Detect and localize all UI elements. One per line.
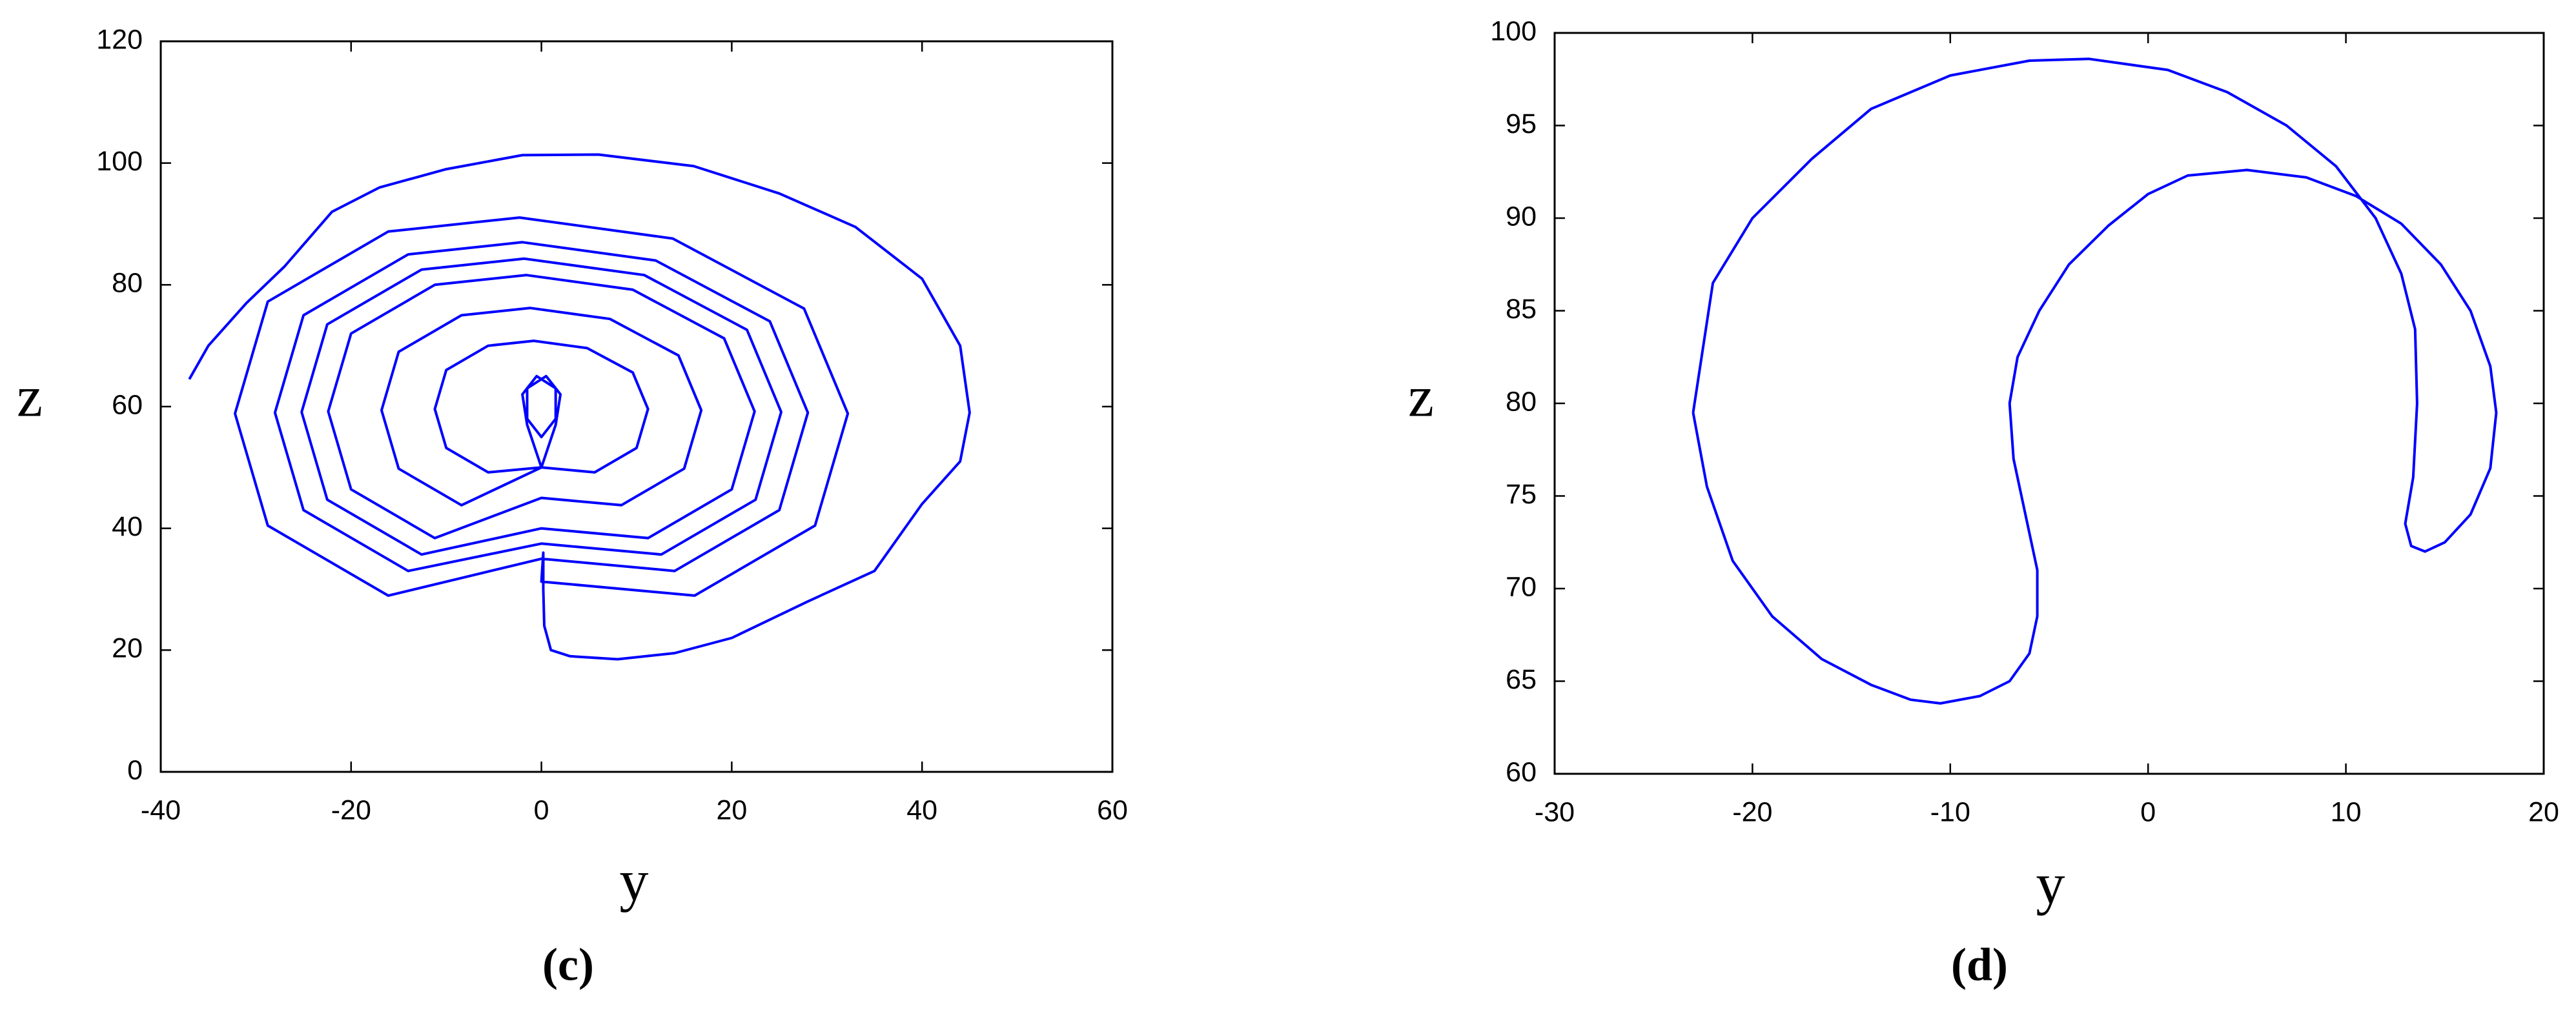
y-tick-label: 75	[1506, 479, 1537, 510]
y-tick-label: 65	[1506, 664, 1537, 695]
x-tick-label: -40	[141, 794, 181, 825]
x-tick-label: -20	[331, 794, 371, 825]
x-tick-label: 10	[2331, 796, 2362, 827]
trajectory	[1692, 57, 2498, 705]
x-tick-label: 0	[2140, 796, 2156, 827]
y-tick-label: 20	[112, 633, 143, 664]
x-axis-label: y	[620, 849, 649, 913]
y-tick-label: 85	[1506, 294, 1537, 325]
y-tick-label: 80	[112, 268, 143, 299]
axes-frame	[159, 40, 1114, 773]
x-tick-label: 20	[716, 794, 747, 825]
x-tick-label: 20	[2528, 796, 2559, 827]
y-axis-label: z	[1408, 365, 1434, 429]
x-tick-label: -20	[1732, 796, 1772, 827]
y-axis-label: z	[17, 365, 43, 429]
y-tick-label: 100	[96, 146, 143, 177]
y-tick-label: 120	[96, 24, 143, 55]
axes-frame	[1553, 32, 2545, 775]
x-tick-label: 40	[906, 794, 937, 825]
y-tick-label: 90	[1506, 201, 1537, 232]
x-tick-label: -30	[1535, 796, 1575, 827]
y-tick-label: 100	[1490, 15, 1537, 46]
y-tick-label: 60	[112, 389, 143, 420]
x-tick-label: -10	[1930, 796, 1970, 827]
x-tick-label: 0	[534, 794, 549, 825]
x-tick-label: 60	[1097, 794, 1128, 825]
caption: (d)	[1951, 939, 2008, 991]
y-tick-label: 80	[1506, 386, 1537, 417]
y-tick-label: 0	[127, 754, 143, 785]
caption: (c)	[542, 939, 594, 991]
trajectory	[188, 153, 971, 661]
y-tick-label: 60	[1506, 756, 1537, 787]
y-tick-label: 70	[1506, 571, 1537, 602]
y-tick-label: 95	[1506, 108, 1537, 139]
x-axis-label: y	[2036, 853, 2065, 916]
y-tick-label: 40	[112, 511, 143, 542]
